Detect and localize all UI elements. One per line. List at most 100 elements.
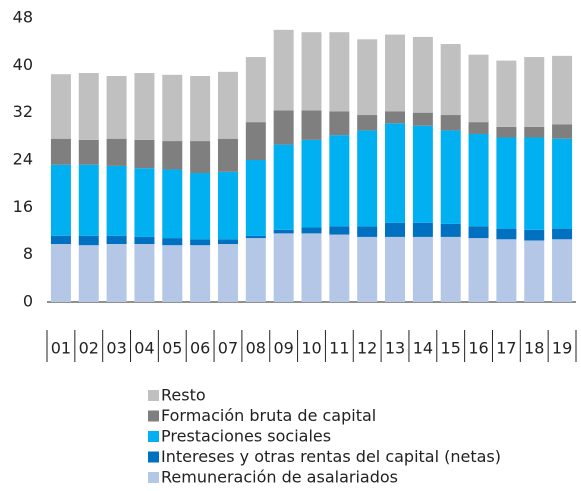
bar-segment: [301, 139, 322, 228]
bar-segment: [217, 239, 238, 245]
bar-segment: [106, 244, 127, 302]
bar-segment: [496, 60, 517, 127]
bar-segment: [273, 144, 294, 230]
bar-segment: [329, 32, 350, 112]
bar-segment: [245, 122, 266, 160]
bar-segment: [78, 139, 99, 165]
bar-segment: [496, 137, 517, 229]
legend-swatch: [148, 472, 159, 483]
bar-segment: [78, 164, 99, 236]
bar-segment: [357, 226, 378, 237]
bar-segment: [440, 130, 461, 224]
bar-segment: [552, 138, 573, 229]
x-tick-label: 03: [106, 339, 126, 358]
bar-segment: [524, 137, 545, 230]
bar-segment: [190, 141, 211, 174]
bar-segment: [162, 141, 183, 170]
bar-segment: [78, 245, 99, 302]
bar-segment: [552, 239, 573, 302]
bar-segment: [301, 233, 322, 302]
bar-segment: [106, 165, 127, 236]
x-tick-label: 13: [385, 339, 405, 358]
bar-segment: [412, 112, 433, 126]
legend-swatch: [148, 390, 159, 401]
x-tick-label: 19: [552, 339, 572, 358]
bar-segment: [468, 133, 489, 227]
bar-segment: [524, 240, 545, 302]
bar-segment: [440, 223, 461, 237]
bar-segment: [273, 29, 294, 111]
bar-segment: [385, 123, 406, 223]
y-tick-label: 40: [13, 55, 33, 74]
bar-segment: [357, 236, 378, 302]
bar-segment: [412, 125, 433, 223]
bar-segment: [134, 139, 155, 169]
bar-segment: [273, 110, 294, 145]
y-tick-label: 16: [13, 197, 33, 216]
x-tick-label: 10: [301, 339, 321, 358]
legend-label: Intereses y otras rentas del capital (ne…: [161, 447, 501, 466]
bar-segment: [273, 229, 294, 234]
bar-segment: [468, 226, 489, 239]
bar-segment: [468, 122, 489, 134]
bar-segment: [134, 73, 155, 140]
bar-segment: [385, 111, 406, 124]
y-tick-label: 48: [13, 8, 33, 27]
bar-segment: [217, 71, 238, 139]
bar-segment: [190, 239, 211, 246]
x-tick-label: 05: [162, 339, 182, 358]
x-tick-label: 06: [190, 339, 210, 358]
bar-segment: [329, 135, 350, 227]
bar-segment: [357, 115, 378, 131]
x-tick-label: 01: [51, 339, 71, 358]
bar-segment: [524, 229, 545, 241]
bar-segment: [496, 228, 517, 240]
legend-label: Prestaciones sociales: [161, 427, 331, 446]
bar-segment: [106, 235, 127, 245]
bar-segment: [162, 245, 183, 302]
x-tick-label: 09: [273, 339, 293, 358]
x-tick-label: 18: [524, 339, 544, 358]
x-tick-label: 04: [134, 339, 154, 358]
legend-label: Remuneración de asalariados: [161, 468, 398, 487]
bar-segment: [357, 130, 378, 227]
bar-segment: [468, 238, 489, 302]
bar-segment: [496, 239, 517, 302]
x-tick-label: 11: [329, 339, 349, 358]
bar-segment: [50, 235, 71, 245]
bar-segment: [162, 238, 183, 246]
bar-segment: [190, 245, 211, 302]
bar-segment: [385, 236, 406, 302]
bar-segment: [245, 235, 266, 239]
x-tick-label: 17: [496, 339, 516, 358]
bar-segment: [301, 110, 322, 140]
x-tick-label: 02: [79, 339, 99, 358]
bar-segment: [301, 32, 322, 111]
bar-segment: [50, 138, 71, 165]
x-tick-label: 16: [468, 339, 488, 358]
bar-segment: [162, 74, 183, 142]
bar-segment: [329, 111, 350, 136]
bar-segment: [496, 126, 517, 138]
legend-swatch: [148, 451, 159, 463]
bar-segment: [329, 226, 350, 235]
x-tick-label: 15: [441, 339, 461, 358]
bar-segment: [78, 235, 99, 246]
bar-segment: [273, 233, 294, 302]
x-tick-label: 08: [246, 339, 266, 358]
y-tick-label: 32: [13, 102, 33, 121]
bar-segment: [385, 34, 406, 112]
bar-segment: [162, 169, 183, 239]
bar-segment: [245, 238, 266, 302]
bar-segment: [134, 236, 155, 245]
bar-segment: [412, 236, 433, 302]
x-tick-label: 14: [413, 339, 433, 358]
bar-segment: [468, 54, 489, 123]
bar-segment: [440, 115, 461, 131]
bar-segment: [552, 124, 573, 139]
legend-label: Resto: [161, 386, 206, 405]
bar-segment: [50, 164, 71, 236]
bar-segment: [50, 244, 71, 302]
y-tick-label: 24: [13, 150, 33, 169]
